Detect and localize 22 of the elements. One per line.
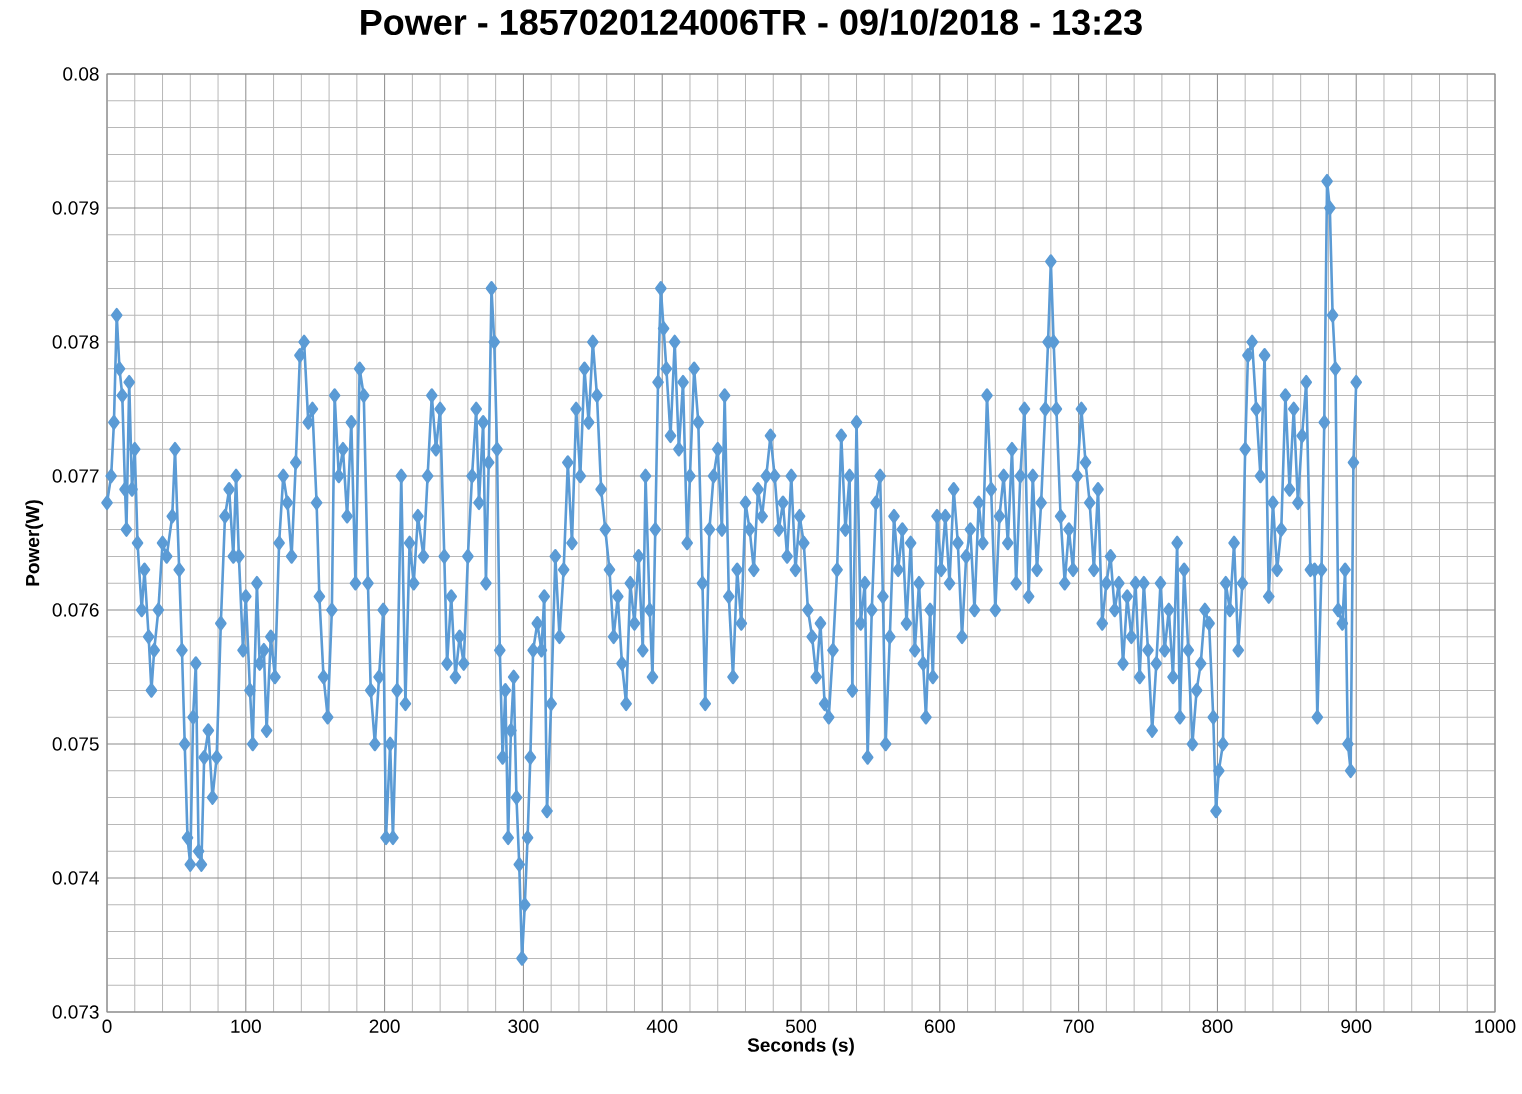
y-tick-label: 0.08 (63, 67, 99, 81)
y-tick-label: 0.076 (52, 603, 99, 617)
y-tick-label: 0.073 (52, 1005, 99, 1019)
y-tick-label: 0.077 (52, 469, 99, 483)
x-axis-title: Seconds (s) (747, 1037, 854, 1056)
x-tick-label: 600 (924, 1019, 955, 1033)
chart-title: Power - 1857020124006TR - 09/10/2018 - 13:23 (361, 8, 1142, 36)
x-tick-label: 400 (646, 1019, 678, 1033)
x-tick-label: 500 (785, 1019, 817, 1033)
y-axis-title: Power(W) (25, 500, 44, 586)
y-tick-label: 0.078 (52, 335, 99, 349)
y-tick-label: 0.075 (52, 737, 99, 751)
x-tick-label: 900 (1341, 1019, 1372, 1033)
x-tick-label: 700 (1063, 1019, 1094, 1033)
x-tick-label: 100 (231, 1019, 261, 1033)
x-tick-label: 300 (508, 1019, 539, 1033)
x-tick-label: 800 (1202, 1019, 1233, 1033)
y-tick-label: 0.079 (52, 201, 99, 215)
x-tick-label: 200 (369, 1019, 400, 1033)
x-tick-label: 0 (102, 1019, 112, 1033)
x-tick-label: 1000 (1475, 1019, 1516, 1033)
y-tick-label: 0.074 (52, 871, 99, 885)
